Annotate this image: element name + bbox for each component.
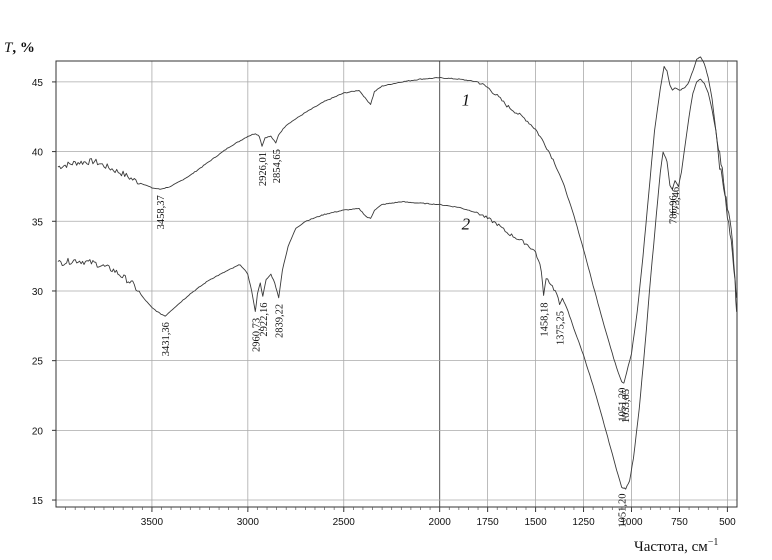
x-axis-label: Частота, см (634, 539, 708, 555)
peak-annotation: 2839,22 (275, 304, 286, 338)
peak-annotation: 1051,20 (618, 493, 629, 527)
peak-annotation: 773,46 (671, 187, 682, 216)
x-tick-label: 3000 (237, 517, 260, 528)
x-tick-label: 1000 (620, 517, 643, 528)
y-axis-unit: , % (12, 40, 35, 56)
peak-annotation: 2960,73 (251, 318, 262, 352)
series-layer (57, 56, 738, 490)
x-tick-label: 750 (671, 517, 688, 528)
x-tick-label: 1250 (572, 517, 595, 528)
series-line-2 (57, 78, 738, 490)
y-axis-ticks: 15 20 25 30 35 40 45 (32, 78, 56, 507)
x-tick-label: 3500 (141, 517, 164, 528)
peak-annotations: 3458,37 2926,01 2854,65 3431,36 2960,732922,… (156, 149, 682, 527)
y-axis-variable: T (4, 40, 14, 56)
peak-annotation: 1458,18 (540, 302, 551, 336)
y-axis-title: T, % (4, 40, 35, 56)
x-tick-label: 2500 (333, 517, 356, 528)
peak-annotation: 2854,65 (272, 149, 283, 183)
x-tick-label: 1750 (476, 517, 499, 528)
y-tick-label: 40 (32, 148, 44, 159)
peak-annotation: 2926,01 (258, 152, 269, 186)
x-axis-unit-exponent: −1 (708, 537, 719, 548)
x-tick-label: 1500 (524, 517, 547, 528)
curve-label-2: 2 (462, 215, 471, 234)
y-tick-label: 15 (32, 496, 44, 507)
curve-label-1: 1 (462, 91, 471, 110)
curve-labels: 12 (462, 91, 471, 234)
peak-annotation: 3431,36 (161, 322, 172, 356)
peak-annotation: 2922,16 (259, 303, 270, 337)
x-tick-label: 2000 (429, 517, 452, 528)
series-line-1 (57, 56, 738, 384)
peak-annotation: 1375,25 (556, 311, 567, 345)
y-tick-label: 25 (32, 357, 44, 368)
y-tick-label: 35 (32, 217, 44, 228)
plot-frame (55, 60, 738, 508)
peak-annotation: 3458,37 (156, 195, 167, 229)
peak-annotation: 786,96 (668, 195, 679, 224)
grid-lines (56, 61, 737, 507)
y-tick-label: 45 (32, 78, 44, 89)
x-axis-title: Частота, см−1 (634, 537, 718, 555)
x-axis-ticks: 3500 3000 2500 2000 1750 1500 1250 1000 750 500 (65, 507, 736, 528)
peak-annotation: 1051,20 (618, 388, 629, 422)
peak-annotation: 1033,85 (621, 389, 632, 423)
x-tick-label: 500 (719, 517, 736, 528)
y-tick-label: 30 (32, 287, 44, 298)
y-tick-label: 20 (32, 426, 44, 437)
